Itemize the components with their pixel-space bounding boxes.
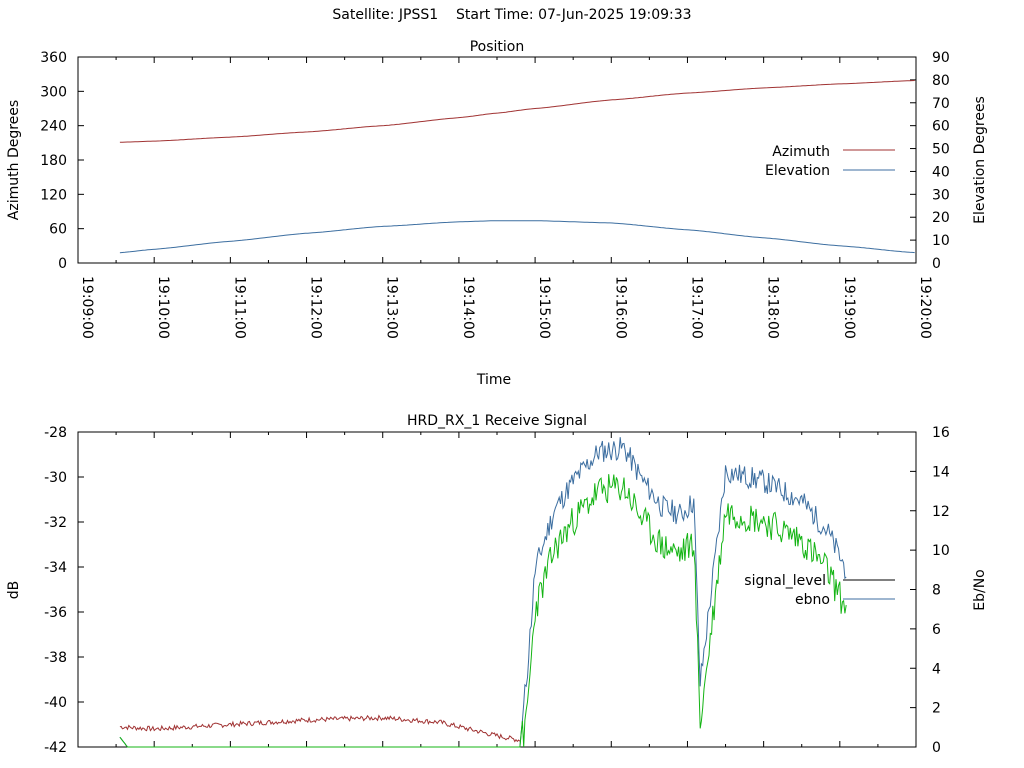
signal-y2-tick-label: 8	[932, 583, 941, 599]
signal-y2-tick-label: 2	[932, 701, 941, 717]
position-y2-tick-label: 0	[932, 256, 941, 272]
position-y2-tick-label: 10	[932, 233, 950, 249]
signal-y-tick-label: -38	[44, 650, 67, 666]
signal-legend-ebno: ebno	[795, 592, 830, 608]
position-y-tick-label: 180	[40, 153, 67, 169]
position-y-tick-label: 240	[40, 119, 67, 135]
signal-y-tick-label: -28	[44, 425, 67, 441]
signal-y2-tick-label: 6	[932, 622, 941, 638]
signal-series-ebno-blue	[119, 437, 847, 748]
signal-plot-frame	[77, 431, 917, 748]
signal-y2-tick-label: 0	[932, 740, 941, 756]
signal-y-tick-label: -30	[44, 470, 67, 486]
satellite-label: Satellite: JPSS1	[332, 7, 439, 23]
signal-y2-axis-label: Eb/No	[972, 569, 988, 611]
signal-y2-tick-label: 10	[932, 543, 950, 559]
position-y2-tick-label: 90	[932, 50, 950, 66]
position-y2-tick-label: 70	[932, 96, 950, 112]
position-y-tick-label: 60	[49, 222, 67, 238]
position-y2-axis-label: Elevation Degrees	[972, 96, 988, 224]
signal-y2-tick-label: 12	[932, 504, 950, 520]
position-series-elevation	[119, 220, 915, 254]
signal-y-tick-label: -34	[44, 560, 67, 576]
position-x-tick-label: 19:10:00	[155, 276, 171, 339]
signal-y-tick-label: -36	[44, 605, 67, 621]
position-x-tick-label: 19:18:00	[765, 276, 781, 339]
position-x-tick-label: 19:17:00	[688, 276, 704, 339]
position-x-tick-label: 19:16:00	[612, 276, 628, 339]
position-plot-frame	[77, 56, 917, 264]
signal-y-tick-label: -42	[44, 740, 67, 756]
position-y2-tick-label: 20	[932, 210, 950, 226]
position-legend-elevation: Elevation	[765, 163, 830, 179]
position-x-tick-label: 19:12:00	[308, 276, 324, 339]
position-x-tick-label: 19:20:00	[917, 276, 933, 339]
position-x-tick-label: 19:14:00	[460, 276, 476, 339]
position-y2-tick-label: 80	[932, 73, 950, 89]
position-y-tick-label: 0	[58, 256, 67, 272]
position-y2-tick-label: 30	[932, 187, 950, 203]
position-x-axis-label: Time	[476, 372, 511, 388]
position-y2-tick-label: 50	[932, 142, 950, 158]
signal-title: HRD_RX_1 Receive Signal	[407, 413, 587, 429]
position-y-axis-label: Azimuth Degrees	[6, 100, 22, 220]
signal-series-signal-level	[119, 714, 521, 743]
position-y-tick-label: 300	[40, 84, 67, 100]
position-series-azimuth	[119, 80, 915, 143]
position-y2-tick-label: 40	[932, 164, 950, 180]
position-x-tick-label: 19:09:00	[79, 276, 95, 339]
position-x-tick-label: 19:15:00	[536, 276, 552, 339]
position-y-tick-label: 120	[40, 187, 67, 203]
position-y2-tick-label: 60	[932, 119, 950, 135]
position-y-tick-label: 360	[40, 50, 67, 66]
position-x-tick-label: 19:19:00	[841, 276, 857, 339]
start-time-label: Start Time: 07-Jun-2025 19:09:33	[455, 7, 692, 23]
chart-header: Satellite: JPSS1 Start Time: 07-Jun-2025…	[0, 7, 1024, 23]
signal-y2-tick-label: 16	[932, 425, 950, 441]
signal-y2-tick-label: 14	[932, 464, 950, 480]
signal-y-tick-label: -32	[44, 515, 67, 531]
position-x-tick-label: 19:13:00	[384, 276, 400, 339]
signal-y-axis-label: dB	[6, 581, 22, 600]
signal-y-tick-label: -40	[44, 695, 67, 711]
signal-y2-tick-label: 4	[932, 661, 941, 677]
position-title: Position	[470, 39, 525, 55]
signal-legend-signal-level: signal_level	[744, 573, 826, 589]
signal-series-ebno-green	[119, 474, 847, 748]
position-legend-azimuth: Azimuth	[772, 144, 830, 160]
position-x-tick-label: 19:11:00	[231, 276, 247, 339]
